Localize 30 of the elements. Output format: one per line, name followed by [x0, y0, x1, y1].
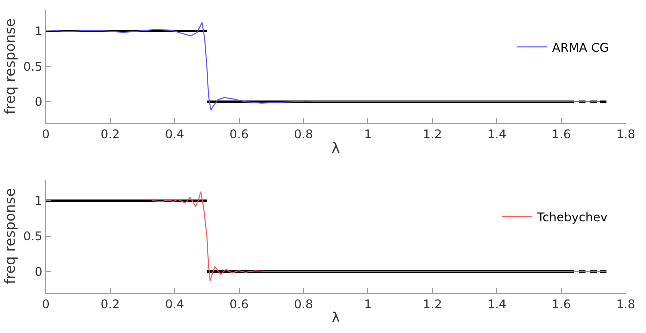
- y-tick-label: 1: [34, 194, 43, 208]
- x-tick-label: 0.2: [100, 128, 120, 142]
- x-tick-label: 1.4: [488, 128, 507, 142]
- y-axis-title: freq response: [3, 18, 20, 115]
- x-tick-label: 1.6: [552, 297, 572, 312]
- x-tick-label: 0.6: [230, 128, 249, 142]
- legend-label: Tchebychev: [536, 210, 608, 225]
- y-tick-label: 0: [34, 264, 43, 279]
- y-tick-label: 0: [34, 95, 43, 110]
- x-tick-label: 0.4: [165, 128, 184, 142]
- x-tick-label: 0.8: [294, 128, 314, 142]
- y-axis-title: freq response: [3, 188, 20, 284]
- x-tick-label: 1.4: [488, 297, 507, 312]
- x-tick-label: 0.2: [100, 297, 120, 312]
- x-tick-label: 0.6: [230, 297, 249, 312]
- x-axis-title: λ: [332, 140, 340, 157]
- x-axis-title: λ: [332, 310, 340, 327]
- y-tick-label: 1: [34, 24, 43, 38]
- x-tick-label: 1.2: [423, 297, 442, 312]
- x-tick-label: 1.8: [616, 128, 636, 142]
- x-tick-label: 1: [364, 128, 372, 142]
- x-tick-label: 1.8: [616, 297, 636, 312]
- x-tick-label: 1.2: [423, 128, 442, 142]
- x-tick-label: 0.4: [165, 297, 184, 312]
- legend-label: ARMA CG: [552, 40, 610, 55]
- y-tick-label: 0.5: [24, 60, 43, 74]
- x-tick-label: 0.8: [294, 297, 314, 312]
- x-tick-label: 1: [364, 297, 372, 312]
- x-tick-label: 1.6: [552, 128, 572, 142]
- y-tick-label: 0.5: [24, 230, 43, 244]
